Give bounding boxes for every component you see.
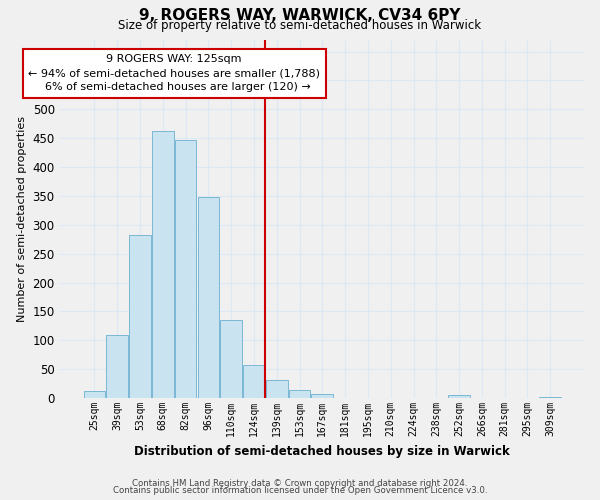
Bar xyxy=(289,390,310,398)
Bar xyxy=(220,320,242,398)
Text: Contains public sector information licensed under the Open Government Licence v3: Contains public sector information licen… xyxy=(113,486,487,495)
Y-axis label: Number of semi-detached properties: Number of semi-detached properties xyxy=(17,116,27,322)
Bar xyxy=(83,390,105,398)
Bar xyxy=(266,380,287,398)
Bar xyxy=(448,396,470,398)
Text: 9 ROGERS WAY: 125sqm
← 94% of semi-detached houses are smaller (1,788)
  6% of s: 9 ROGERS WAY: 125sqm ← 94% of semi-detac… xyxy=(28,54,320,92)
Bar xyxy=(311,394,333,398)
Bar xyxy=(197,197,219,398)
Bar xyxy=(129,234,151,398)
X-axis label: Distribution of semi-detached houses by size in Warwick: Distribution of semi-detached houses by … xyxy=(134,444,510,458)
Bar xyxy=(243,365,265,398)
Bar xyxy=(106,334,128,398)
Bar xyxy=(539,397,561,398)
Bar xyxy=(152,130,173,398)
Text: Contains HM Land Registry data © Crown copyright and database right 2024.: Contains HM Land Registry data © Crown c… xyxy=(132,478,468,488)
Bar xyxy=(175,140,196,398)
Text: Size of property relative to semi-detached houses in Warwick: Size of property relative to semi-detach… xyxy=(118,18,482,32)
Text: 9, ROGERS WAY, WARWICK, CV34 6PY: 9, ROGERS WAY, WARWICK, CV34 6PY xyxy=(139,8,461,22)
